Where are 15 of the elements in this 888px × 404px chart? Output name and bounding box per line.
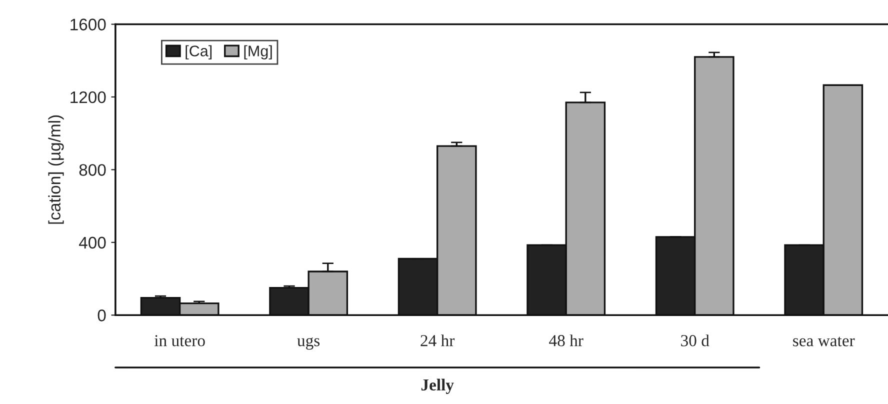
x-tick-label: 48 hr: [549, 334, 584, 346]
y-tick-label: 800: [79, 164, 106, 176]
y-axis-title: [cation] (µg/ml): [48, 115, 64, 224]
legend-label: [Ca]: [186, 45, 212, 60]
x-tick-label: sea water: [793, 336, 855, 346]
y-tick-label: 1200: [70, 91, 106, 104]
x-tick-label: 30 d: [681, 334, 710, 346]
x-tick-label: in utero: [154, 335, 205, 346]
y-tick-label: 1600: [70, 18, 106, 30]
x-tick-label: ugs: [297, 338, 320, 350]
y-tick-label: 400: [78, 236, 106, 249]
legend-label: [Mg]: [244, 45, 272, 60]
text: Jelly: [421, 378, 454, 394]
x-tick-label: 24 hr: [420, 334, 455, 346]
y-tick-label: 0: [98, 310, 106, 322]
